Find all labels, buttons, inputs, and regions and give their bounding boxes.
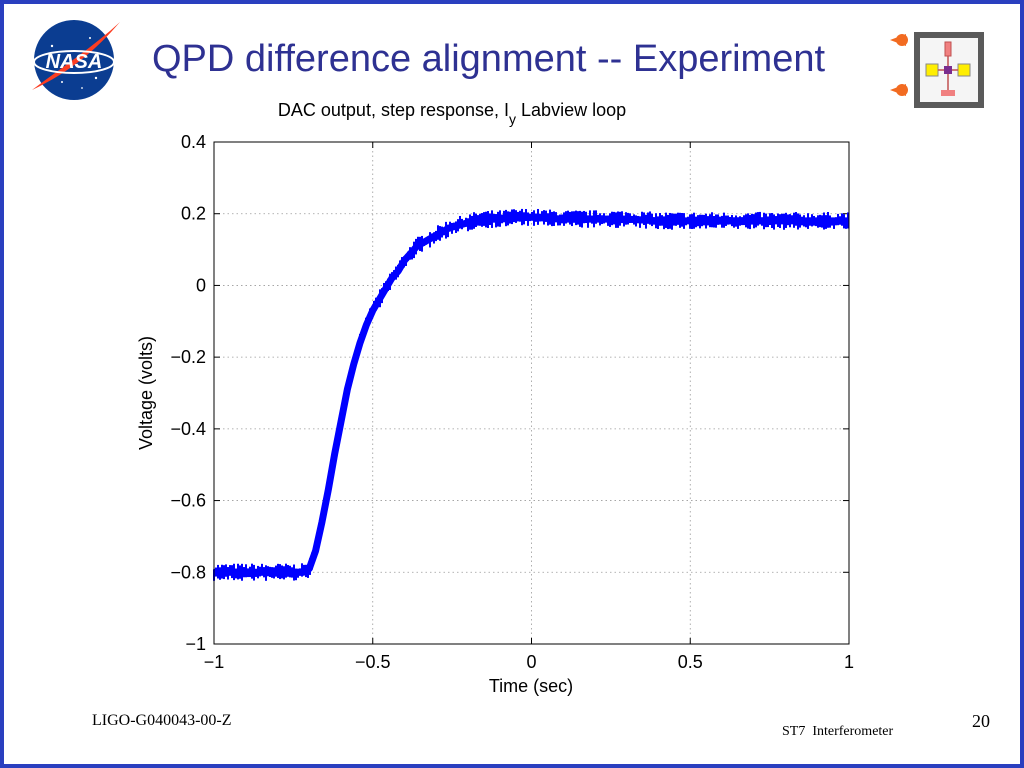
page-number: 20	[972, 711, 990, 731]
x-axis-label: Time (sec)	[489, 676, 573, 696]
chart-title: DAC output, step response, Iy Labview lo…	[278, 100, 626, 127]
nasa-logo-text: NASA	[46, 51, 103, 73]
x-tick-label: 0	[526, 652, 536, 672]
y-tick-label: −0.4	[170, 419, 206, 439]
x-tick-label: 0.5	[678, 652, 703, 672]
y-tick-label: −1	[185, 634, 206, 654]
y-tick-label: 0.4	[181, 132, 206, 152]
st7-spacecraft-icon	[890, 32, 984, 108]
y-tick-label: 0	[196, 275, 206, 295]
slide-title: QPD difference alignment -- Experiment	[152, 38, 826, 80]
y-tick-label: −0.8	[170, 562, 206, 582]
plot-area	[213, 141, 850, 645]
nasa-meatball-icon: NASA	[32, 20, 120, 100]
axis-ticks: −1 −0.5 0 0.5 1 0.4 0.2 0 −0.2 −0.4 −0.6 −0.8 −1	[170, 132, 854, 672]
x-tick-label: −0.5	[355, 652, 391, 672]
x-tick-label: −1	[204, 652, 225, 672]
x-tick-label: 1	[844, 652, 854, 672]
plot-frame	[213, 141, 850, 645]
mission-name: ST7 Interferometer	[782, 724, 894, 739]
chart-title-subscript: y	[509, 111, 516, 127]
series-layer	[213, 208, 849, 581]
chart-title-main: DAC output, step response, I	[278, 100, 509, 120]
y-axis-label: Voltage (volts)	[136, 336, 156, 450]
document-id: LIGO-G040043-00-Z	[92, 712, 232, 729]
y-tick-label: 0.2	[181, 204, 206, 224]
chart-title-tail: Labview loop	[516, 100, 626, 120]
step-response-chart: DAC output, step response, Iy Labview lo…	[136, 100, 854, 696]
y-tick-label: −0.2	[170, 347, 206, 367]
y-tick-label: −0.6	[170, 491, 206, 511]
